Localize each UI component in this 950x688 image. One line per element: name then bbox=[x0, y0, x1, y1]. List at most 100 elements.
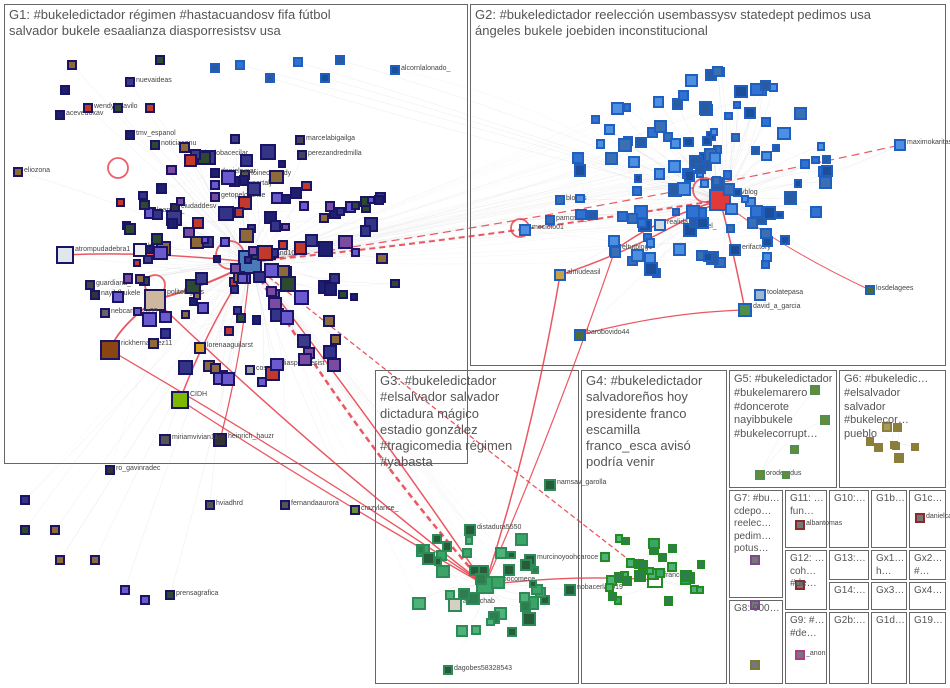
panel-label-Gx1: Gx1: G…h… bbox=[876, 553, 906, 578]
network-node bbox=[159, 311, 172, 324]
network-node bbox=[67, 60, 77, 70]
network-node bbox=[183, 227, 195, 239]
network-node bbox=[631, 249, 644, 262]
network-node bbox=[244, 256, 252, 264]
panel-label-G6: G6: #bukeledic…#elsalvadorsalvador#bukel… bbox=[844, 373, 928, 442]
network-node bbox=[874, 443, 883, 452]
network-node bbox=[678, 90, 690, 102]
network-node: nuevaideas bbox=[125, 77, 135, 87]
network-node bbox=[635, 137, 647, 149]
network-node bbox=[673, 243, 686, 256]
network-node bbox=[298, 353, 311, 366]
network-node bbox=[637, 218, 647, 228]
network-node: marcelabigailga bbox=[295, 135, 305, 145]
network-node: nebcarranza99 bbox=[100, 308, 110, 318]
network-node: mociolo01 bbox=[519, 224, 531, 236]
network-node bbox=[178, 360, 193, 375]
network-node bbox=[278, 160, 286, 168]
network-node: perezandredmilla bbox=[297, 150, 307, 160]
network-node bbox=[703, 252, 713, 262]
network-node bbox=[374, 195, 384, 205]
network-node bbox=[271, 192, 283, 204]
node-label: nuevaideas bbox=[135, 77, 172, 84]
network-node bbox=[90, 555, 100, 565]
network-node bbox=[280, 310, 294, 324]
network-node: rickhernandez11 bbox=[100, 340, 120, 360]
panel-label-G1d: G1d: … bbox=[876, 615, 906, 628]
network-node bbox=[529, 580, 538, 589]
node-label: miriamvivian11 bbox=[171, 434, 218, 441]
network-node bbox=[644, 252, 656, 264]
network-node: toolatepasa bbox=[754, 289, 766, 301]
network-node bbox=[646, 238, 656, 248]
network-node bbox=[20, 495, 30, 505]
node-label: marcelabigailga bbox=[305, 135, 355, 142]
network-node bbox=[123, 273, 133, 283]
network-node bbox=[140, 595, 150, 605]
network-node bbox=[519, 592, 530, 603]
network-node bbox=[726, 224, 735, 233]
panel-label-G5: G5: #bukeledictador#bukelemarero#doncero… bbox=[734, 373, 832, 442]
node-label: heinrich_hauzr bbox=[227, 433, 274, 440]
network-node bbox=[160, 328, 171, 339]
panel-label-G4: G4: #bukeledictadorsalvadoreños hoypresi… bbox=[586, 373, 702, 471]
panel-label-G2: G2: #bukeledictador reelección usembassy… bbox=[475, 7, 871, 40]
node-label: tmv_espanol bbox=[135, 130, 176, 137]
node-label: almudeasil bbox=[566, 269, 600, 276]
network-node bbox=[376, 253, 388, 265]
network-node bbox=[731, 133, 740, 142]
network-node: _anon bbox=[795, 650, 805, 660]
network-node bbox=[197, 302, 209, 314]
network-node bbox=[733, 188, 742, 197]
network-node bbox=[336, 207, 345, 216]
network-node bbox=[600, 552, 610, 562]
network-node bbox=[112, 291, 124, 303]
network-node bbox=[608, 592, 618, 602]
network-node bbox=[810, 206, 822, 218]
network-node bbox=[234, 207, 245, 218]
network-node bbox=[335, 55, 345, 65]
network-node bbox=[817, 142, 825, 150]
network-node: danielcastrord_ bbox=[915, 513, 925, 523]
network-node bbox=[230, 263, 241, 274]
network-node: david_a_garcia bbox=[738, 303, 752, 317]
network-node bbox=[237, 273, 248, 284]
network-node bbox=[724, 112, 732, 120]
network-node bbox=[750, 660, 760, 670]
panel-label-G9: G9: #b…#de… bbox=[790, 615, 826, 640]
network-node bbox=[700, 179, 709, 188]
network-node bbox=[145, 103, 155, 113]
network-node bbox=[281, 223, 289, 231]
network-node: miriamvivian11 bbox=[159, 434, 171, 446]
node-label: ro_gavinradec bbox=[115, 465, 160, 472]
network-node bbox=[338, 235, 352, 249]
network-node bbox=[20, 525, 30, 535]
panel-Gx1: Gx1: G…h… bbox=[871, 550, 907, 580]
network-node: nadkaromportalj bbox=[210, 180, 220, 190]
network-node bbox=[230, 285, 239, 294]
network-node: alcornlalonado_ bbox=[390, 65, 400, 75]
node-label: losdelagees bbox=[875, 285, 913, 292]
network-node bbox=[750, 555, 760, 565]
node-label: atrompudadebra1 bbox=[74, 246, 130, 253]
network-node bbox=[677, 182, 691, 196]
network-node: getopelorance bbox=[210, 192, 220, 202]
node-label: david_a_garcia bbox=[752, 303, 800, 310]
network-node bbox=[266, 286, 277, 297]
node-label: albantomas bbox=[805, 520, 842, 527]
node-label: danielcastrord_ bbox=[925, 513, 950, 520]
network-node bbox=[760, 228, 772, 240]
network-node bbox=[323, 315, 335, 327]
network-node bbox=[465, 536, 474, 545]
node-label: fernandaaurora bbox=[290, 500, 339, 507]
network-node bbox=[680, 570, 691, 581]
network-node bbox=[475, 573, 487, 585]
network-node bbox=[696, 586, 704, 594]
network-node: noticiasonu bbox=[150, 140, 160, 150]
network-node bbox=[247, 182, 261, 196]
panel-label-G14: G14: #bu… bbox=[834, 585, 868, 598]
panel-label-G12: G12: latest…coh…#de… bbox=[790, 553, 826, 591]
network-node bbox=[911, 443, 919, 451]
network-node bbox=[615, 534, 624, 543]
node-label: CIDH bbox=[189, 391, 207, 398]
